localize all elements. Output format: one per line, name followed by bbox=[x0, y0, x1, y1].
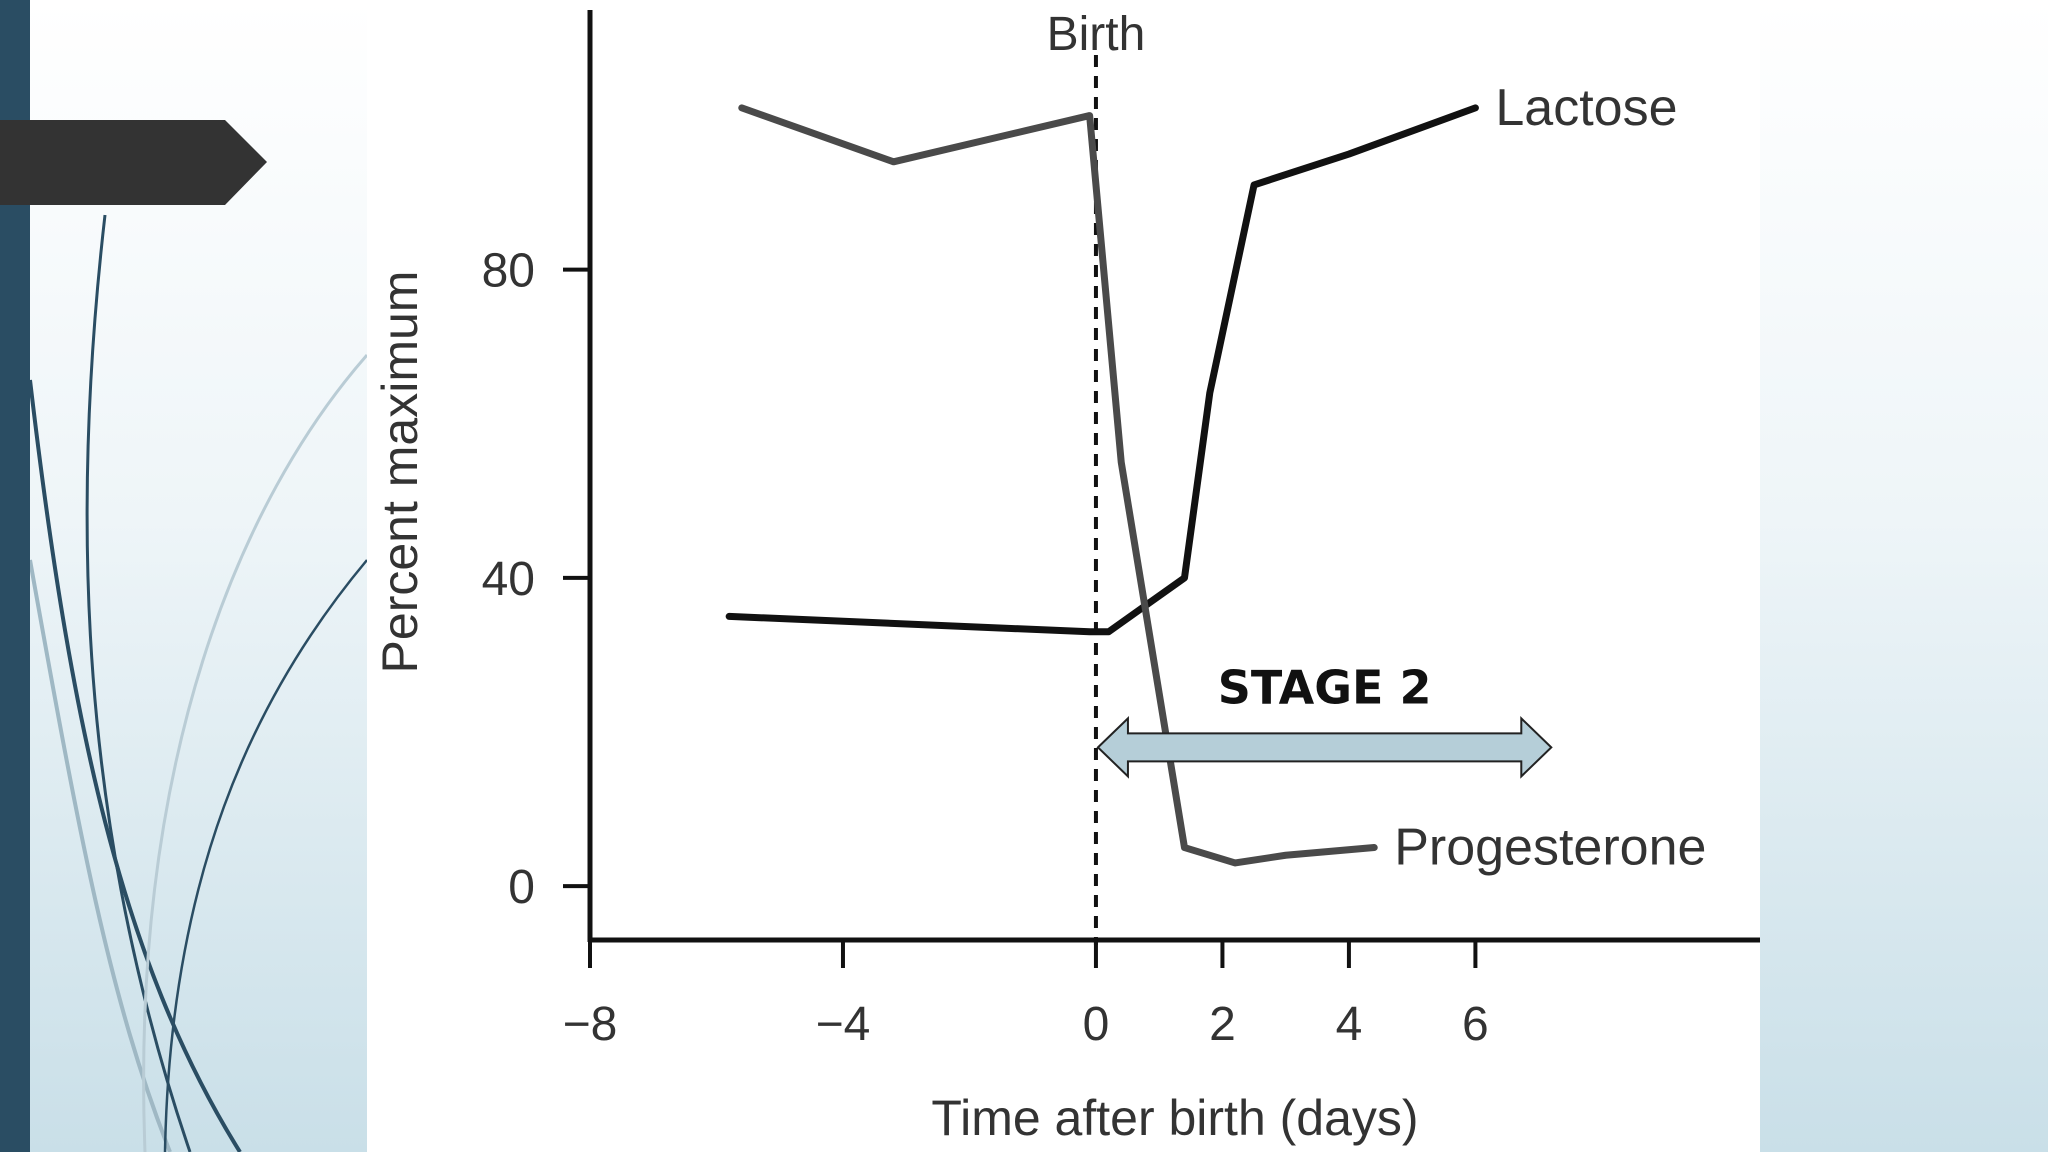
y-tick-label: 80 bbox=[482, 245, 535, 298]
stage-2-double-arrow bbox=[1096, 716, 1553, 779]
stage-annotation: STAGE 2 bbox=[1096, 660, 1553, 779]
series-lines: Lactose Progesterone bbox=[725, 79, 1706, 877]
axes bbox=[587, 10, 1760, 943]
x-tick-label: 6 bbox=[1462, 998, 1489, 1051]
series-label-lactose: Lactose bbox=[1495, 79, 1677, 137]
x-tick-label: 2 bbox=[1209, 998, 1236, 1051]
decorative-curve bbox=[142, 354, 369, 1152]
ticks: −8 −4 0 2 4 6 0 40 80 bbox=[482, 245, 1489, 1051]
birth-label: Birth bbox=[1047, 8, 1146, 61]
series-line-lactose bbox=[725, 104, 1479, 636]
x-tick-label: −8 bbox=[563, 998, 618, 1051]
decorative-curve bbox=[163, 559, 368, 1152]
y-tick-label: 0 bbox=[508, 861, 535, 914]
series-label-progesterone: Progesterone bbox=[1394, 819, 1706, 877]
decorative-curve bbox=[28, 379, 242, 1152]
x-tick-label: 0 bbox=[1083, 998, 1110, 1051]
y-axis-title: Percent maximum bbox=[372, 271, 428, 674]
y-tick-label: 40 bbox=[482, 553, 535, 606]
decorative-curve bbox=[28, 559, 172, 1152]
series-line-progesterone bbox=[738, 104, 1378, 867]
x-axis-title: Time after birth (days) bbox=[931, 1090, 1418, 1146]
title-tab-shape bbox=[0, 120, 267, 205]
decorative-curve bbox=[85, 214, 192, 1152]
stage-2-label: STAGE 2 bbox=[1218, 660, 1432, 714]
x-tick-label: −4 bbox=[816, 998, 871, 1051]
x-tick-label: 4 bbox=[1336, 998, 1363, 1051]
chart-panel: −8 −4 0 2 4 6 0 40 80 Birth Lactose Progesterone … bbox=[367, 0, 1760, 1152]
